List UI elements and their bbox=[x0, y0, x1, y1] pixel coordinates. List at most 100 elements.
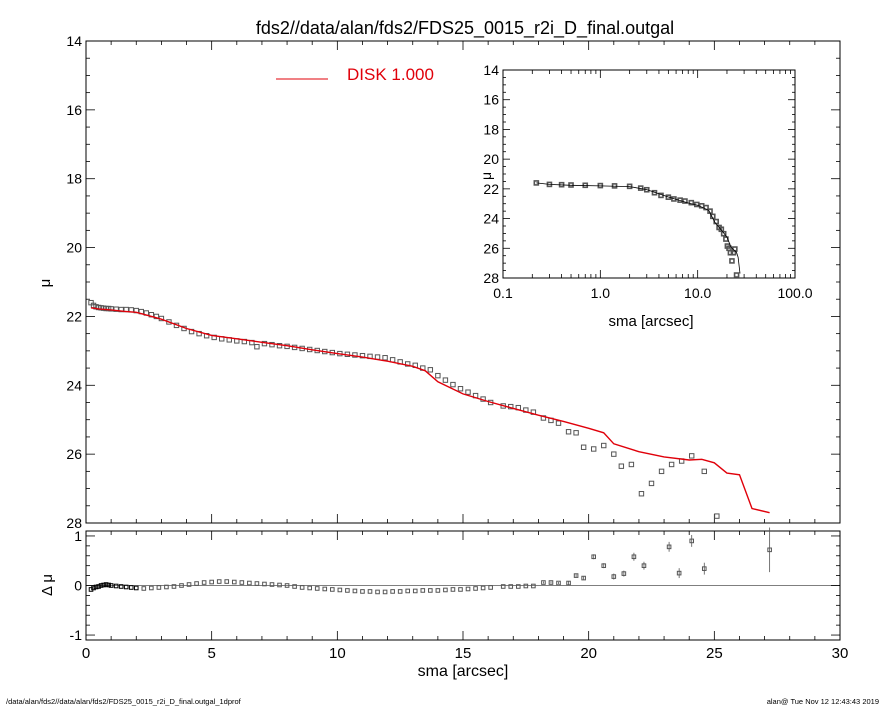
inset-data-point bbox=[729, 258, 735, 264]
residual-x-tick-label: 20 bbox=[580, 645, 597, 662]
residual-data-point bbox=[113, 583, 119, 589]
chart-title: fds2//data/alan/fds2/FDS25_0015_r2i_D_fi… bbox=[256, 18, 674, 39]
residual-data-point bbox=[428, 588, 433, 593]
residual-data-point bbox=[390, 589, 395, 594]
residual-data-point bbox=[581, 575, 586, 581]
residual-data-point bbox=[611, 574, 617, 579]
residual-data-point bbox=[322, 586, 328, 592]
main-profile-panel: 14 16 18 20 22 24 26 28 μ DISK 1.000 bbox=[37, 33, 841, 531]
residual-data-series bbox=[88, 527, 772, 595]
profile-data-point bbox=[714, 513, 720, 519]
profile-data-point bbox=[382, 355, 388, 361]
residual-data-point bbox=[330, 587, 335, 592]
residual-data-point bbox=[93, 584, 99, 590]
residual-data-point bbox=[314, 586, 320, 591]
main-y-tick-label: 14 bbox=[66, 33, 82, 49]
residual-data-point bbox=[621, 571, 627, 576]
inset-y-tick-label: 16 bbox=[483, 92, 499, 108]
residual-data-point bbox=[209, 579, 214, 585]
inset-y-axis-label: μ bbox=[478, 172, 494, 180]
residual-x-tick-label: 0 bbox=[82, 645, 90, 662]
inset-data-point bbox=[720, 230, 727, 237]
residual-data-point bbox=[96, 584, 101, 589]
profile-data-point bbox=[590, 446, 597, 452]
profile-data-point bbox=[658, 468, 665, 475]
residual-data-point bbox=[382, 589, 388, 595]
residual-data-point bbox=[108, 583, 114, 588]
residual-data-point bbox=[141, 586, 147, 591]
main-y-tick-label: 26 bbox=[66, 446, 82, 462]
main-y-tick-label: 18 bbox=[66, 171, 82, 187]
profile-data-point bbox=[153, 313, 160, 320]
profile-data-point bbox=[442, 377, 449, 383]
residual-data-point bbox=[515, 584, 521, 589]
profile-data-point bbox=[427, 367, 434, 373]
residual-data-point bbox=[101, 582, 106, 588]
profile-data-point bbox=[276, 342, 283, 349]
profile-data-point bbox=[689, 453, 695, 459]
residual-data-point bbox=[186, 582, 192, 587]
residual-data-point bbox=[194, 581, 199, 586]
residual-data-point bbox=[247, 580, 252, 586]
residual-data-point bbox=[337, 587, 343, 593]
residual-data-point bbox=[435, 588, 441, 593]
profile-data-point bbox=[108, 306, 114, 312]
residual-data-point bbox=[156, 585, 162, 590]
residual-data-point bbox=[701, 566, 707, 571]
residual-data-point bbox=[500, 584, 506, 589]
footer-user-timestamp: alan@ Tue Nov 12 12:43:43 2019 bbox=[767, 697, 879, 706]
profile-data-point bbox=[457, 386, 464, 392]
profile-data-point bbox=[701, 468, 707, 475]
residual-data-point bbox=[548, 580, 554, 585]
residual-data-point bbox=[133, 585, 139, 591]
residual-data-point bbox=[128, 585, 134, 590]
inset-data-point bbox=[703, 204, 709, 211]
profile-data-point bbox=[611, 451, 617, 457]
profile-data-point bbox=[638, 491, 645, 497]
profile-data-point bbox=[166, 319, 172, 325]
profile-data-point bbox=[580, 444, 587, 450]
residual-data-point bbox=[201, 580, 207, 585]
legend-label: DISK 1.000 bbox=[347, 65, 434, 84]
residual-data-point bbox=[367, 589, 373, 594]
residual-data-point bbox=[641, 563, 647, 568]
residual-data-point bbox=[531, 583, 536, 589]
main-y-tick-label: 20 bbox=[66, 240, 82, 256]
residual-data-point bbox=[631, 554, 637, 560]
residual-data-point bbox=[375, 589, 380, 595]
residual-data-point bbox=[123, 584, 129, 590]
inset-data-series bbox=[533, 180, 741, 278]
residual-data-point bbox=[91, 585, 96, 591]
profile-data-point bbox=[113, 306, 119, 312]
residual-data-point bbox=[231, 579, 237, 585]
profile-data-point bbox=[254, 344, 260, 350]
residual-data-point bbox=[345, 588, 350, 593]
main-y-tick-label: 28 bbox=[66, 515, 82, 531]
residual-data-point bbox=[118, 584, 124, 589]
residual-data-point bbox=[458, 587, 463, 592]
footer-file-path: /data/alan/fds2//data/alan/fds2/FDS25_00… bbox=[6, 697, 242, 706]
inset-x-tick-label: 10.0 bbox=[684, 285, 711, 301]
profile-data-point bbox=[573, 430, 579, 436]
residual-data-point bbox=[103, 582, 109, 587]
inset-data-point bbox=[643, 186, 650, 193]
profile-data-point bbox=[618, 463, 625, 469]
inset-x-tick-label: 0.1 bbox=[493, 285, 513, 301]
inset-data-point bbox=[733, 272, 740, 278]
residual-x-tick-label: 5 bbox=[207, 645, 215, 662]
inset-data-point bbox=[665, 194, 672, 200]
inset-y-tick-label: 24 bbox=[483, 211, 499, 227]
inset-y-tick-label: 18 bbox=[483, 121, 499, 137]
main-data-series bbox=[88, 299, 770, 519]
residual-data-point bbox=[556, 580, 561, 586]
profile-data-point bbox=[628, 461, 635, 468]
inset-y-tick-label: 26 bbox=[483, 240, 499, 256]
residual-data-point bbox=[269, 582, 275, 587]
residual-y-tick-label: 0 bbox=[74, 578, 82, 594]
residual-data-point bbox=[224, 579, 230, 584]
residual-data-point bbox=[277, 582, 282, 588]
legend: DISK 1.000 bbox=[276, 65, 434, 84]
profile-data-point bbox=[565, 429, 572, 435]
residual-data-point bbox=[573, 573, 579, 578]
